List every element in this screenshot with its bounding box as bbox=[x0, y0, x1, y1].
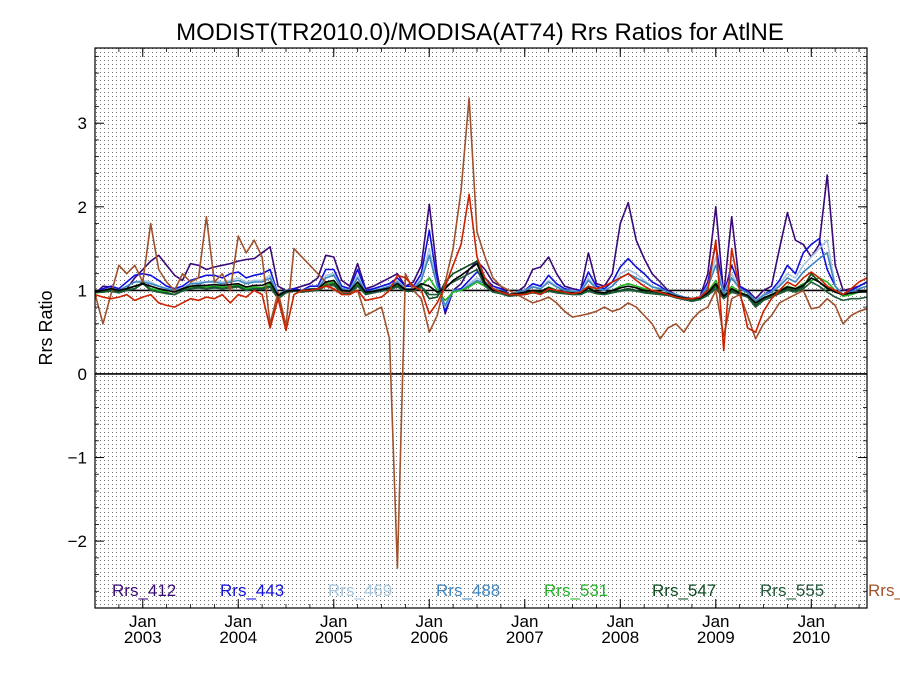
legend: Rrs_412 Rrs_443 Rrs_469 Rrs_488 Rrs_531 Rrs_5… bbox=[112, 581, 900, 600]
x-tick-label: Jan bbox=[511, 612, 538, 631]
x-axis: Jan2003Jan2004Jan2005Jan2006Jan2007Jan20… bbox=[94, 48, 860, 647]
y-tick-label: −2 bbox=[68, 532, 87, 551]
y-tick-label: 1 bbox=[78, 281, 87, 300]
series-line bbox=[95, 277, 867, 304]
x-tick-label: Jan bbox=[225, 612, 252, 631]
x-tick-label: Jan bbox=[607, 612, 634, 631]
x-tick-label: 2004 bbox=[219, 628, 257, 647]
series-line bbox=[95, 193, 867, 352]
x-tick-label: Jan bbox=[798, 612, 825, 631]
x-tick-label: 2005 bbox=[315, 628, 353, 647]
y-axis: −2 −1 0 1 2 3 bbox=[68, 55, 867, 592]
legend-item: Rrs_469 bbox=[328, 581, 392, 600]
x-tick-label: 2007 bbox=[506, 628, 544, 647]
legend-item: Rrs_547 bbox=[652, 581, 716, 600]
chart-title: MODIST(TR2010.0)/MODISA(AT74) Rrs Ratios… bbox=[176, 19, 784, 46]
legend-item: Rrs_555 bbox=[760, 581, 824, 600]
x-tick-label: Jan bbox=[320, 612, 347, 631]
x-tick-label: 2006 bbox=[410, 628, 448, 647]
series-line bbox=[95, 97, 867, 569]
y-axis-label: Rrs Ratio bbox=[36, 290, 56, 365]
legend-item: Rrs_412 bbox=[112, 581, 176, 600]
x-tick-label: 2010 bbox=[792, 628, 830, 647]
legend-item: Rrs_488 bbox=[436, 581, 500, 600]
x-tick-label: 2003 bbox=[124, 628, 162, 647]
plot-frame bbox=[94, 47, 868, 609]
series-lines bbox=[95, 97, 867, 569]
plot-grid bbox=[95, 48, 867, 608]
series-line bbox=[95, 262, 867, 304]
legend-item: Rrs_667 bbox=[868, 581, 900, 600]
x-tick-label: 2008 bbox=[601, 628, 639, 647]
y-tick-label: 3 bbox=[78, 114, 87, 133]
legend-item: Rrs_443 bbox=[220, 581, 284, 600]
x-tick-label: Jan bbox=[702, 612, 729, 631]
x-tick-label: 2009 bbox=[697, 628, 735, 647]
x-tick-label: Jan bbox=[416, 612, 443, 631]
series-line bbox=[95, 268, 867, 308]
y-tick-label: 2 bbox=[78, 198, 87, 217]
x-tick-label: Jan bbox=[129, 612, 156, 631]
y-tick-label: 0 bbox=[78, 365, 87, 384]
legend-item: Rrs_531 bbox=[544, 581, 608, 600]
y-tick-label: −1 bbox=[68, 449, 87, 468]
